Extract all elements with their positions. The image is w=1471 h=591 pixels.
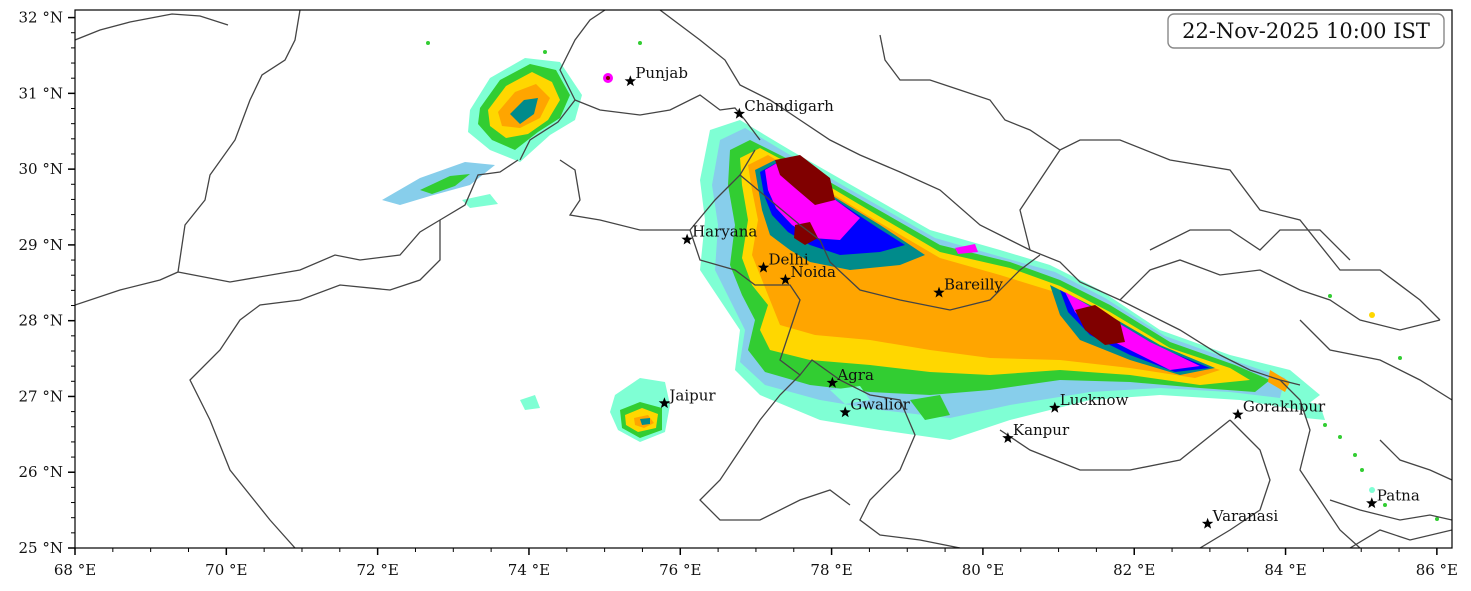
plot-frame [74,9,1453,549]
state-boundaries [75,10,1452,548]
city-marker-punjab [624,75,636,87]
city-marker-kanpur [1002,432,1014,443]
city-label-haryana: Haryana [692,223,757,241]
x-tick-label: 68 °E [54,561,96,579]
y-tick-label: 29 °N [19,236,63,254]
x-tick-label: 78 °E [810,561,852,579]
y-tick-label: 27 °N [19,387,63,405]
city-label-agra: Agra [836,366,874,384]
precip-level-6 [510,98,538,124]
timestamp-label: 22-Nov-2025 10:00 IST [1182,19,1430,43]
city-label-chandigarh: Chandigarh [744,97,834,115]
city-label-bareilly: Bareilly [944,276,1003,294]
city-label-jaipur: Jaipur [667,386,716,404]
city-marker-gorakhpur [1232,408,1244,420]
y-tick-label: 25 °N [19,539,63,557]
x-tick-label: 76 °E [659,561,701,579]
x-tick-label: 80 °E [962,561,1004,579]
city-label-varanasi: Varanasi [1212,507,1279,525]
precip-main-level-9 [775,155,835,205]
y-tick-label: 26 °N [19,463,63,481]
city-marker-gwalior [839,406,851,418]
city-marker-noida [779,273,792,285]
timestamp-box: 22-Nov-2025 10:00 IST [1167,13,1445,49]
city-marker-jaipur [658,397,671,409]
city-label-noida: Noida [790,263,836,281]
city-marker-bareilly [933,286,945,298]
city-marker-chandigarh [733,107,745,119]
x-tick-label: 82 °E [1113,561,1155,579]
city-marker-patna [1366,497,1378,509]
x-tick-label: 74 °E [508,561,550,579]
city-marker-delhi [757,261,770,273]
city-label-punjab: Punjab [635,64,688,82]
city-label-lucknow: Lucknow [1060,391,1129,409]
city-marker-agra [826,376,839,388]
x-tick-label: 72 °E [356,561,398,579]
city-label-kanpur: Kanpur [1013,421,1070,439]
y-tick-label: 32 °N [19,9,63,27]
x-tick-label: 86 °E [1416,561,1458,579]
x-tick-label: 70 °E [205,561,247,579]
y-axis: 32 °N 31 °N 30 °N 29 °N 28 °N 27 °N 26 °N 25 °N [19,9,75,557]
x-axis: 68 °E 70 °E 72 °E 74 °E 76 °E 78 °E 80 °E 82 °E… [54,548,1458,579]
x-tick-label: 84 °E [1264,561,1306,579]
city-marker-varanasi [1201,517,1214,529]
city-label-patna: Patna [1377,486,1420,504]
y-tick-label: 31 °N [19,84,63,102]
y-tick-label: 30 °N [19,160,63,178]
city-label-gwalior: Gwalior [850,395,910,413]
city-marker-haryana [681,233,693,245]
y-tick-label: 28 °N [19,312,63,330]
city-label-delhi: Delhi [769,251,809,269]
city-marker-lucknow [1049,401,1061,413]
city-label-gorakhpur: Gorakhpur [1243,398,1326,416]
